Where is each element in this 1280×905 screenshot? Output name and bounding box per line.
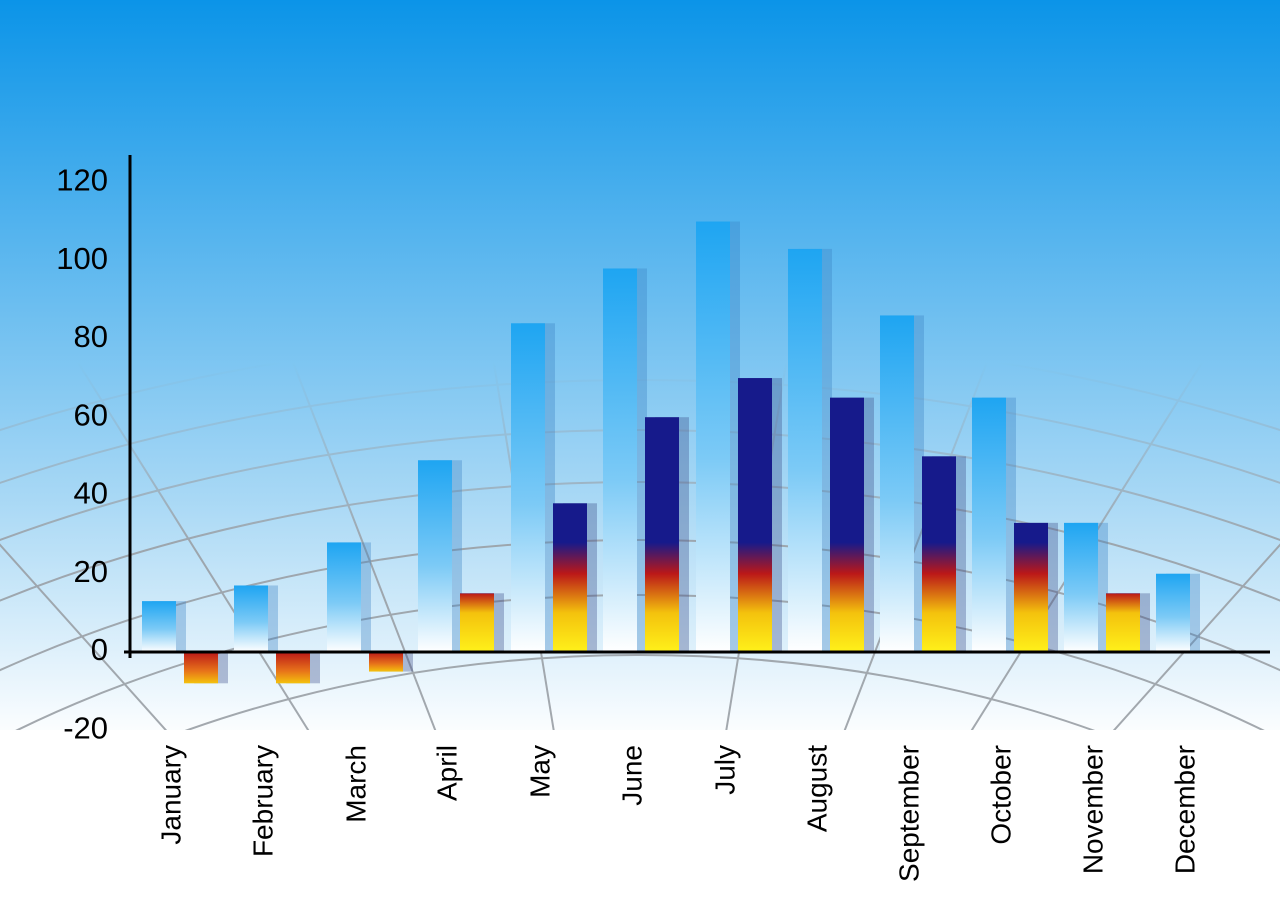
series-a-bar-october xyxy=(972,398,1006,652)
xtick-label-january: January xyxy=(155,745,186,845)
xtick-label-july: July xyxy=(709,745,740,795)
monthly-bar-chart: -20 0 20 40 60 80 100 120 January February March A… xyxy=(0,0,1280,905)
xtick-label-june: June xyxy=(616,745,647,806)
chart-container: { "chart": { "type": "grouped-bar", "dim… xyxy=(0,0,1280,905)
xtick-label-september: September xyxy=(893,745,924,882)
series-b-bar-february xyxy=(276,652,310,683)
xtick-label-may: May xyxy=(524,745,555,798)
series-b-bar-september xyxy=(922,456,956,652)
series-b-bar-august xyxy=(830,398,864,652)
series-a-bar-september xyxy=(880,315,914,652)
series-b-bar-october xyxy=(1014,523,1048,652)
ytick-label: 100 xyxy=(56,241,108,276)
ytick-label: 80 xyxy=(74,319,108,354)
xtick-label-november: November xyxy=(1077,745,1108,874)
series-b-bar-april xyxy=(460,593,494,652)
xtick-label-march: March xyxy=(340,745,371,823)
series-a-bar-august xyxy=(788,249,822,652)
series-b-bar-november xyxy=(1106,593,1140,652)
series-a-bar-november xyxy=(1064,523,1098,652)
xtick-label-february: February xyxy=(247,745,278,857)
series-a-bar-may xyxy=(511,323,545,652)
ytick-label: -20 xyxy=(63,710,108,745)
ytick-label: 120 xyxy=(56,163,108,198)
xtick-label-august: August xyxy=(801,745,832,832)
series-a-bar-march xyxy=(327,542,361,652)
ytick-label: 20 xyxy=(74,554,108,589)
series-a-bar-april xyxy=(418,460,452,652)
xtick-label-december: December xyxy=(1169,745,1200,874)
series-a-bar-december xyxy=(1156,574,1190,652)
series-b-bar-july xyxy=(738,378,772,652)
ytick-label: 40 xyxy=(74,476,108,511)
series-a-bar-june xyxy=(603,268,637,652)
series-a-bar-february xyxy=(234,585,268,652)
series-a-bar-july xyxy=(696,222,730,652)
series-b-bar-june xyxy=(645,417,679,652)
series-b-bar-may xyxy=(553,503,587,652)
ytick-label: 60 xyxy=(74,397,108,432)
ytick-label: 0 xyxy=(91,632,108,667)
xtick-label-october: October xyxy=(985,745,1016,845)
series-a-bar-january xyxy=(142,601,176,652)
series-b-bar-january xyxy=(184,652,218,683)
series-b-bar-march xyxy=(369,652,403,672)
xtick-label-april: April xyxy=(431,745,462,801)
